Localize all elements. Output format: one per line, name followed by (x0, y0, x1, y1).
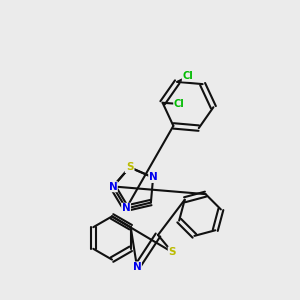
Text: N: N (149, 172, 158, 182)
Text: Cl: Cl (182, 71, 193, 81)
Text: N: N (125, 163, 134, 172)
Text: Cl: Cl (174, 99, 184, 109)
Text: S: S (168, 247, 176, 257)
Text: S: S (126, 162, 134, 172)
Text: N: N (109, 182, 117, 192)
Text: N: N (133, 262, 141, 272)
Text: N: N (122, 203, 130, 213)
